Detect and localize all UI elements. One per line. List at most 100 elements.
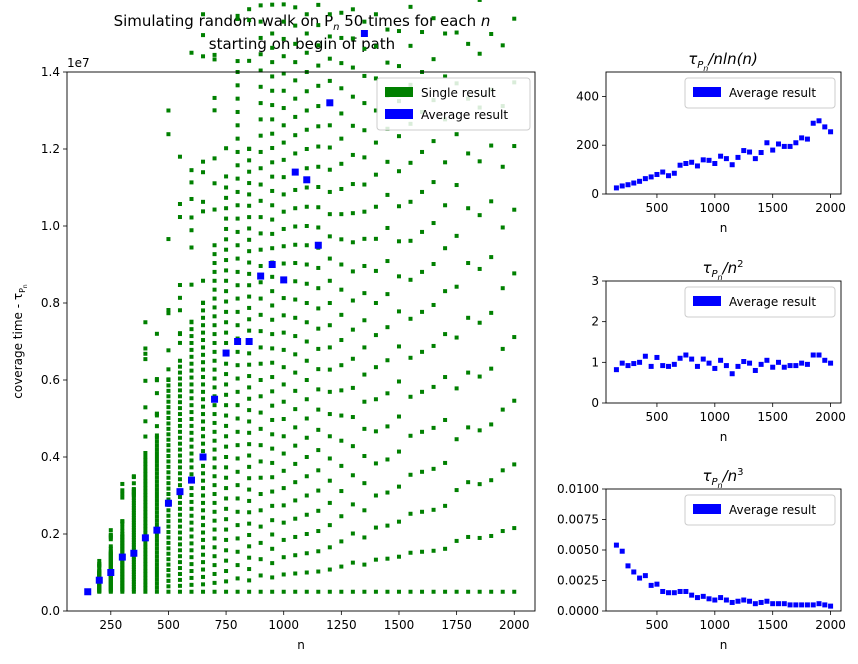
mini2-average-point [747, 360, 753, 366]
single-result-point [131, 589, 136, 594]
single-result-point [212, 545, 217, 550]
single-result-point [166, 454, 171, 459]
single-result-point [120, 528, 125, 533]
single-result-point [166, 497, 171, 502]
single-result-point [247, 532, 252, 537]
single-result-point [224, 146, 229, 151]
single-result-point [373, 140, 378, 145]
average-result-point [234, 338, 242, 345]
single-result-point [154, 451, 159, 456]
single-result-point [154, 391, 159, 396]
single-result-point [201, 478, 206, 483]
single-result-point [235, 469, 240, 474]
single-result-point [258, 263, 263, 268]
single-result-point [212, 207, 217, 212]
single-result-point [258, 540, 263, 545]
single-result-point [385, 589, 390, 594]
single-result-point [293, 151, 298, 156]
mini3-average-point [804, 602, 810, 608]
single-result-point [408, 472, 413, 477]
mini2-average-point [706, 360, 712, 366]
mini3-average-point [671, 590, 677, 596]
single-result-point [212, 509, 217, 514]
single-result-point [270, 403, 275, 408]
single-result-point [131, 542, 136, 547]
single-result-point [212, 385, 217, 390]
single-result-point [212, 278, 217, 283]
single-result-point [235, 109, 240, 114]
single-result-point [270, 246, 275, 251]
single-result-point [224, 340, 229, 345]
mini1-average-point [810, 120, 816, 126]
single-result-point [154, 502, 159, 507]
single-result-point [166, 546, 171, 551]
single-result-point [143, 465, 148, 470]
single-result-point [166, 394, 171, 399]
single-result-point [154, 522, 159, 527]
single-result-point [304, 243, 309, 248]
single-result-point [212, 287, 217, 292]
single-result-point [143, 458, 148, 463]
single-result-point [420, 229, 425, 234]
single-result-point [281, 589, 286, 594]
single-result-point [431, 466, 436, 471]
mini3-average-point [660, 588, 666, 594]
single-result-point [408, 43, 413, 48]
single-result-point [201, 278, 206, 283]
single-result-point [316, 529, 321, 534]
single-result-point [420, 149, 425, 154]
mini1-average-point [804, 136, 810, 142]
single-result-point [166, 481, 171, 486]
single-result-point [177, 583, 182, 588]
single-result-point [212, 456, 217, 461]
single-result-point [247, 249, 252, 254]
single-result-point [177, 441, 182, 446]
single-result-point [477, 266, 482, 271]
single-result-point [143, 572, 148, 577]
single-result-point [316, 549, 321, 554]
single-result-point [339, 35, 344, 40]
single-result-point [396, 169, 401, 174]
single-result-point [235, 589, 240, 594]
main-legend-label: Average result [421, 108, 508, 122]
single-result-point [270, 518, 275, 523]
single-result-point [258, 215, 263, 220]
single-result-point [443, 589, 448, 594]
single-result-point [431, 180, 436, 185]
single-result-point [189, 444, 194, 449]
single-result-point [258, 231, 263, 236]
single-result-point [212, 349, 217, 354]
single-result-point [316, 225, 321, 230]
single-result-point [350, 560, 355, 565]
single-result-point [189, 541, 194, 546]
single-result-point [224, 403, 229, 408]
single-result-point [512, 335, 517, 340]
single-result-point [396, 519, 401, 524]
single-result-point [177, 560, 182, 565]
single-result-point [281, 244, 286, 249]
single-result-point [327, 234, 332, 239]
single-result-point [316, 23, 321, 28]
mini1-average-point [787, 143, 793, 149]
single-result-point [177, 394, 182, 399]
single-result-point [166, 519, 171, 524]
single-result-point [154, 424, 159, 429]
single-result-point [120, 495, 125, 500]
single-result-point [316, 185, 321, 190]
single-result-point [235, 283, 240, 288]
single-result-point [143, 541, 148, 546]
single-result-point [177, 524, 182, 529]
single-result-point [189, 416, 194, 421]
single-result-point [270, 346, 275, 351]
single-result-point [166, 383, 171, 388]
mini1-average-point [619, 183, 625, 189]
mini3-x-tick-label: 500 [645, 618, 668, 632]
single-result-point [316, 124, 321, 129]
single-result-point [154, 562, 159, 567]
single-result-point [166, 578, 171, 583]
single-result-point [131, 515, 136, 520]
single-result-point [281, 416, 286, 421]
single-result-point [339, 463, 344, 468]
mini-chart-n-squared-title: τPn/n2 [702, 259, 743, 282]
single-result-point [270, 103, 275, 108]
